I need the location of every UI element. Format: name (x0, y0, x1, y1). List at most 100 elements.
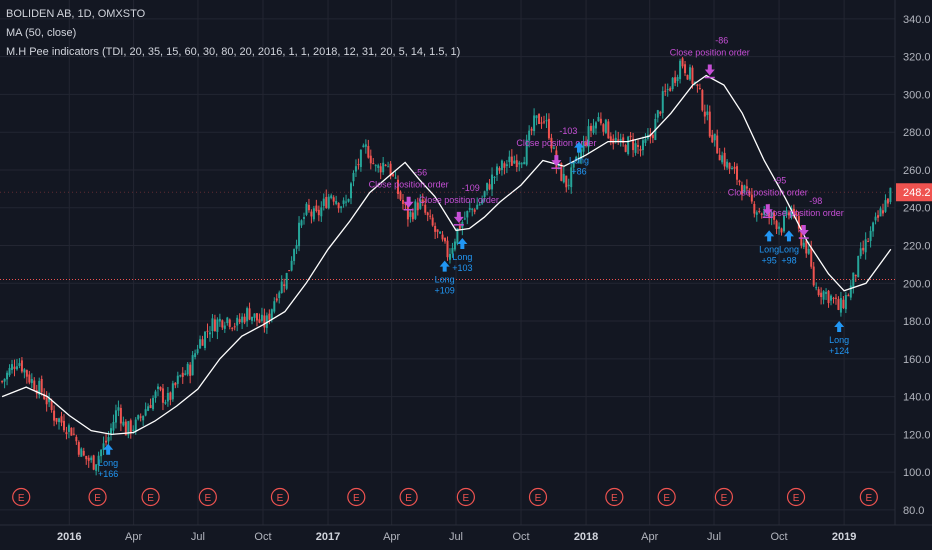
earnings-label: E (611, 493, 618, 504)
candle-body (300, 220, 303, 226)
candle-body (119, 407, 122, 424)
candle-body (359, 149, 362, 167)
candle-body (493, 176, 496, 178)
legend-ma[interactable]: MA (50, close) (6, 27, 77, 39)
candle-body (881, 210, 884, 214)
x-tick-label: 2016 (57, 531, 81, 543)
candle-body (191, 355, 194, 376)
candle-body (364, 144, 367, 147)
close-arrow-icon (798, 225, 809, 237)
candle-body (100, 449, 103, 457)
candle-body (726, 161, 729, 168)
candle-body (659, 111, 662, 114)
candle-body (55, 418, 58, 422)
signal-label: Long (98, 458, 118, 468)
candle-body (488, 184, 491, 190)
legend-indicator[interactable]: M.H Pee indicators (TDI, 20, 35, 15, 60,… (6, 46, 461, 58)
candle-body (820, 292, 823, 298)
earnings-label: E (277, 493, 284, 504)
earnings-label: E (205, 493, 212, 504)
candle-body (251, 316, 254, 321)
long-signal: Long+86 (569, 141, 589, 177)
earnings-icon (456, 487, 475, 507)
candle-body (483, 191, 486, 197)
y-tick-label: 220.0 (903, 241, 931, 253)
candle-body (585, 142, 588, 146)
long-arrow-icon (439, 260, 450, 272)
earnings-label: E (18, 493, 25, 504)
signal-label: +103 (452, 263, 472, 273)
earnings-marker: E (657, 487, 676, 507)
signal-label: Close position order (728, 187, 808, 197)
earnings-label: E (405, 493, 412, 504)
close-arrow-icon (403, 196, 414, 208)
signal-label: Long (829, 335, 849, 345)
signal-label: +95 (762, 255, 777, 265)
x-tick-label: Apr (641, 531, 658, 543)
signal-label: +166 (98, 469, 118, 479)
candle-body (70, 427, 73, 436)
candle-body (476, 204, 479, 210)
candle-body (379, 166, 382, 173)
x-tick-label: Apr (383, 531, 400, 543)
candle-body (246, 308, 249, 322)
candle-body (85, 455, 88, 460)
signal-label: Close position order (369, 180, 449, 190)
earnings-icon (786, 487, 806, 507)
candle-body (807, 248, 810, 254)
candle-body (815, 287, 818, 289)
candle-body (149, 405, 152, 408)
last-price-tag (896, 183, 932, 202)
close-arrow-icon (453, 211, 464, 223)
candle-body (805, 240, 808, 254)
candle-body (763, 210, 766, 215)
legend-symbol[interactable]: BOLIDEN AB, 1D, OMXSTO (6, 8, 146, 20)
candle-body (552, 147, 555, 149)
candle-body (330, 195, 333, 199)
candle-body (431, 217, 434, 226)
candle-body (535, 115, 538, 119)
candle-body (53, 410, 56, 421)
candle-body (701, 90, 704, 111)
candle-body (352, 172, 355, 182)
candle-body (656, 110, 659, 118)
earnings-marker: E (198, 487, 217, 507)
candle-body (305, 203, 308, 215)
earnings-icon (141, 487, 160, 507)
candle-body (753, 203, 756, 214)
candle-body (28, 374, 31, 383)
candle-body (834, 297, 837, 299)
chart-legend: BOLIDEN AB, 1D, OMXSTO MA (50, close) M.… (6, 5, 460, 62)
candle-body (877, 215, 880, 218)
candle-body (817, 289, 820, 296)
candle-body (105, 440, 108, 443)
candle-body (320, 207, 323, 217)
candle-body (231, 327, 234, 329)
candle-body (340, 206, 343, 209)
candle-body (624, 145, 627, 152)
candle-body (478, 204, 481, 206)
candle-body (372, 163, 375, 165)
candle-body (505, 164, 508, 167)
candle-body (533, 115, 536, 132)
candle-body (253, 313, 256, 318)
candle-body (810, 247, 813, 267)
y-tick-label: 280.0 (903, 127, 931, 139)
candle-body (25, 370, 28, 377)
candle-body (72, 433, 75, 435)
candle-body (792, 208, 795, 217)
candle-body (201, 339, 204, 346)
earnings-icon (198, 487, 217, 507)
candle-body (513, 160, 516, 164)
candle-body (367, 145, 370, 158)
candle-body (458, 225, 461, 229)
candle-body (233, 326, 236, 328)
candle-body (451, 248, 454, 254)
candle-body (572, 161, 575, 168)
candle-body (530, 128, 533, 131)
candle-body (3, 378, 6, 382)
candle-body (312, 208, 315, 220)
candle-body (159, 386, 162, 390)
candle-body (226, 317, 229, 324)
